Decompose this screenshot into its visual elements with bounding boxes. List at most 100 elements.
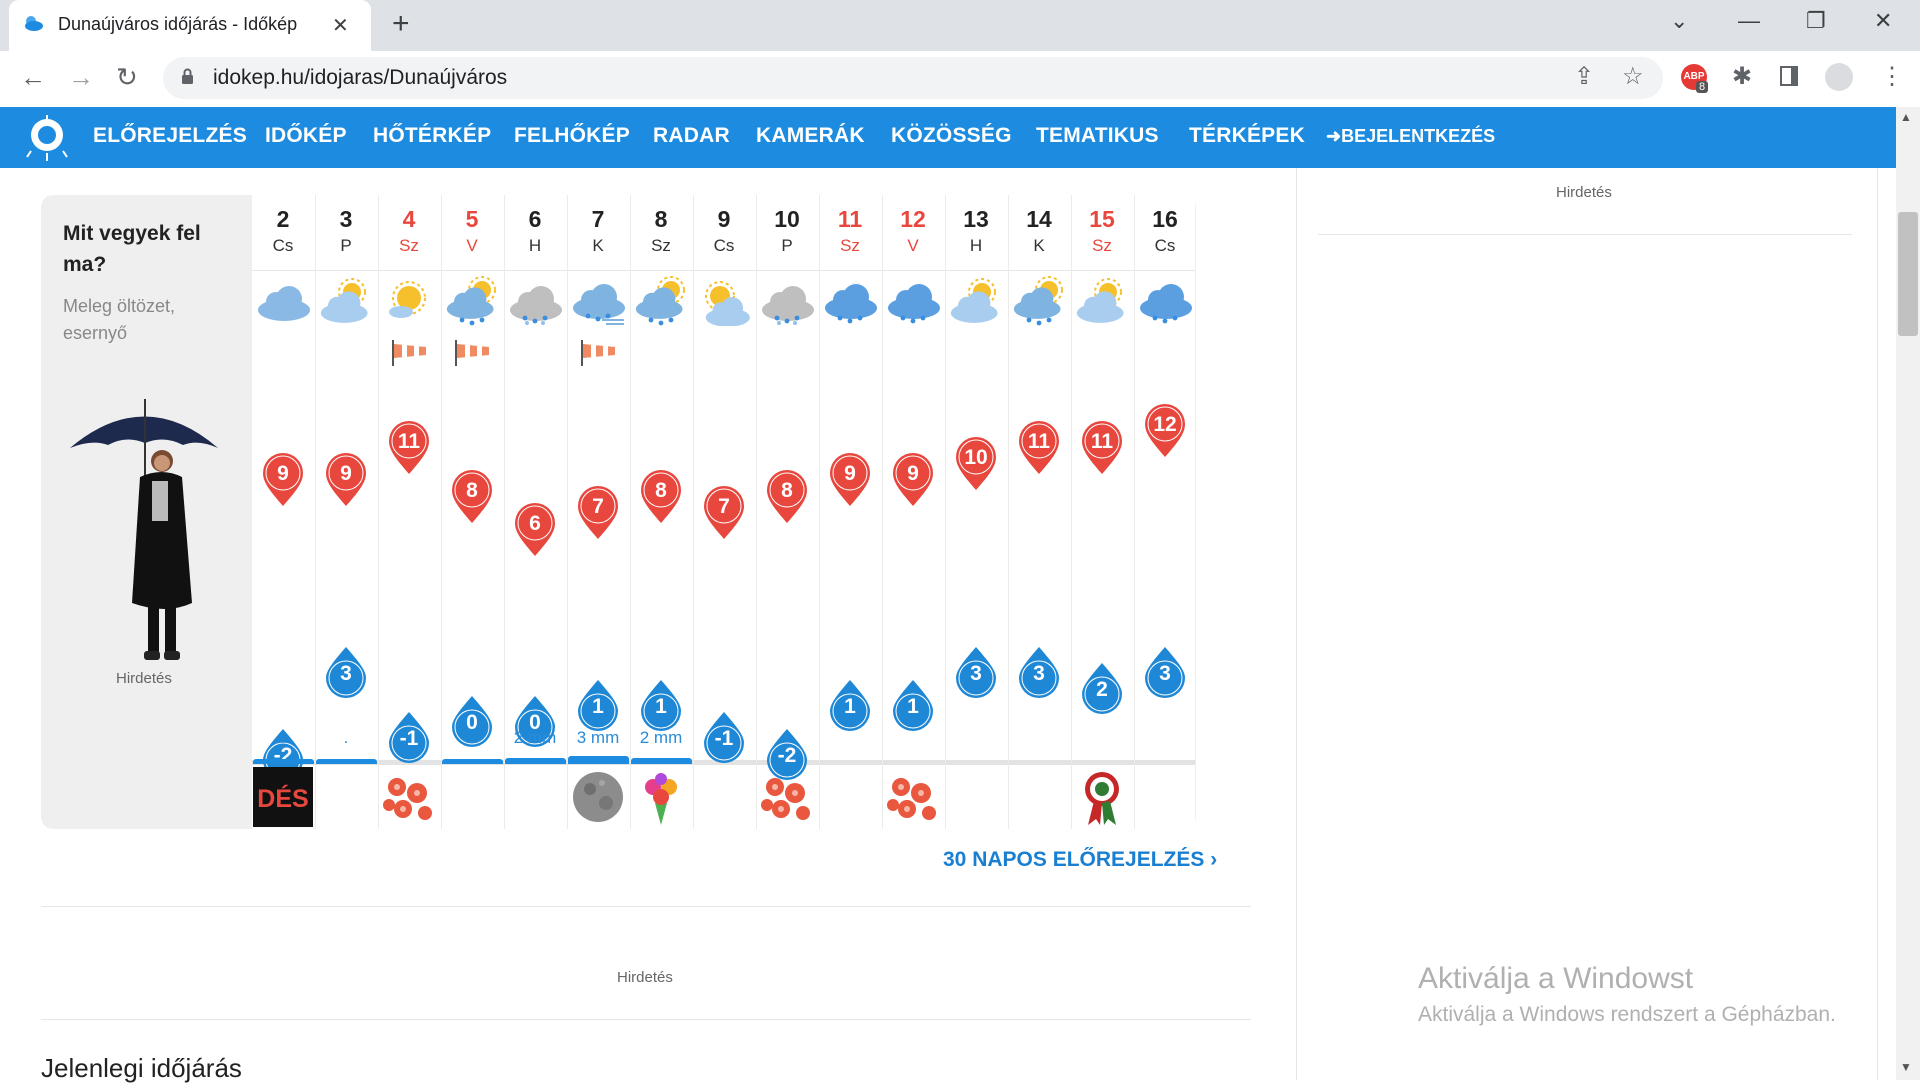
max-temp-pin[interactable]: 9 [828, 452, 872, 508]
min-temp-drop[interactable]: 1 [828, 678, 872, 732]
min-temp-drop[interactable]: 3 [954, 645, 998, 699]
weather-rain-sun-icon[interactable] [444, 276, 500, 326]
min-temp-drop[interactable]: 0 [513, 694, 557, 748]
flowers-event-icon[interactable] [757, 767, 817, 827]
min-temp-drop[interactable]: -2 [765, 727, 809, 781]
moon-event-icon[interactable] [568, 767, 628, 827]
weather-sleet-icon[interactable] [759, 276, 815, 326]
nav-item-forecast[interactable]: ELŐREJELZÉS [93, 124, 247, 147]
reload-button[interactable]: ↻ [116, 62, 138, 92]
max-temp-pin[interactable]: 11 [387, 420, 431, 476]
column-divider [504, 195, 505, 829]
weather-partly-cloudy-icon[interactable] [1074, 276, 1130, 326]
max-temp-pin[interactable]: 8 [450, 469, 494, 525]
weather-rain-icon[interactable] [1137, 276, 1193, 326]
weather-rain-wind-icon[interactable] [570, 276, 626, 326]
max-temp-pin[interactable]: 9 [891, 452, 935, 508]
max-temp-pin[interactable]: 8 [639, 469, 683, 525]
browser-tab[interactable] [9, 0, 371, 51]
day-number: 8 [654, 206, 668, 232]
max-temp-pin[interactable]: 6 [513, 502, 557, 558]
precip-bar [253, 759, 314, 764]
weather-partly-cloudy-icon[interactable] [948, 276, 1004, 326]
min-temp-drop[interactable]: 1 [576, 678, 620, 732]
nav-item-community[interactable]: KÖZÖSSÉG [891, 124, 1012, 147]
day-number: 16 [1152, 206, 1178, 232]
back-button[interactable]: ← [20, 62, 46, 92]
day-name: Cs [713, 236, 735, 255]
nav-item-radar[interactable]: RADAR [653, 124, 730, 147]
weather-sleet-icon[interactable] [507, 276, 563, 326]
flowers-event-icon[interactable] [883, 767, 943, 827]
weather-sunny-icon[interactable] [381, 276, 437, 326]
max-temp-pin[interactable]: 10 [954, 436, 998, 492]
bouquet-event-icon[interactable] [631, 767, 691, 827]
umbrella-person-image[interactable] [68, 393, 223, 668]
min-temp-drop[interactable]: -1 [387, 710, 431, 764]
min-temp-drop[interactable]: 3 [1017, 645, 1061, 699]
tab-search-chevron-icon[interactable]: ⌄ [1670, 8, 1689, 33]
min-temp-value: 1 [655, 694, 667, 718]
max-temp-pin[interactable]: 11 [1017, 420, 1061, 476]
bookmark-star-icon[interactable]: ☆ [1622, 63, 1644, 90]
scroll-down-arrow-icon[interactable]: ▼ [1900, 1060, 1912, 1074]
share-icon[interactable]: ⇪ [1574, 63, 1595, 90]
close-window-button[interactable]: ✕ [1874, 8, 1893, 33]
min-temp-drop[interactable]: 0 [450, 694, 494, 748]
windows-activation-subtitle: Aktiválja a Windows rendszert a Gépházba… [1418, 1003, 1836, 1026]
weather-rain-sun-icon[interactable] [1011, 276, 1067, 326]
weather-rain-sun-icon[interactable] [633, 276, 689, 326]
max-temp-pin[interactable]: 7 [576, 485, 620, 541]
weather-rain-icon[interactable] [822, 276, 878, 326]
min-temp-drop[interactable]: 1 [891, 678, 935, 732]
url-text[interactable]: idokep.hu/idojaras/Dunaújváros [213, 66, 508, 89]
max-temp-pin[interactable]: 9 [324, 452, 368, 508]
nav-item-idokep[interactable]: IDŐKÉP [265, 124, 347, 147]
min-temp-drop[interactable]: 3 [324, 645, 368, 699]
scrollbar-thumb[interactable] [1898, 212, 1918, 336]
address-bar[interactable] [163, 57, 1663, 99]
tab-close-icon[interactable]: ✕ [332, 15, 349, 37]
login-link[interactable]: ➜BEJELENTKEZÉS [1326, 126, 1495, 147]
restore-button[interactable]: ❐ [1806, 8, 1826, 33]
site-favicon-icon [25, 16, 43, 31]
min-temp-drop[interactable]: -1 [702, 710, 746, 764]
windows-activation-title: Aktiválja a Windowst [1418, 962, 1694, 995]
column-divider [378, 195, 379, 829]
max-temp-pin[interactable]: 8 [765, 469, 809, 525]
profile-avatar-icon[interactable] [1825, 63, 1853, 91]
max-temp-pin[interactable]: 9 [261, 452, 305, 508]
minimize-button[interactable]: — [1738, 8, 1760, 33]
forward-button[interactable]: → [68, 62, 94, 92]
weather-partly-cloudy-icon[interactable] [318, 276, 374, 326]
max-temp-value: 10 [964, 446, 988, 469]
thirty-day-forecast-link[interactable]: 30 NAPOS ELŐREJELZÉS › [943, 848, 1217, 872]
weather-rain-icon[interactable] [885, 276, 941, 326]
nav-item-heatmap[interactable]: HŐTÉRKÉP [373, 124, 492, 147]
cockade-event-icon[interactable] [1072, 767, 1132, 827]
column-divider [756, 195, 757, 829]
nav-item-maps[interactable]: TÉRKÉPEK [1189, 124, 1305, 147]
side-panel-icon[interactable] [1780, 66, 1798, 86]
nav-item-cameras[interactable]: KAMERÁK [756, 124, 865, 147]
extensions-icon[interactable]: ✱ [1732, 63, 1753, 90]
idokep-logo-icon[interactable] [23, 113, 71, 163]
login-icon: ➜ [1326, 126, 1342, 146]
column-divider [441, 195, 442, 829]
weather-cloudy-icon[interactable] [255, 276, 311, 326]
des-event-icon[interactable]: DÉS [253, 767, 313, 827]
max-temp-pin[interactable]: 11 [1080, 420, 1124, 476]
column-divider [1071, 195, 1072, 829]
scroll-up-arrow-icon[interactable]: ▲ [1900, 110, 1912, 124]
nav-item-thematic[interactable]: TEMATIKUS [1036, 124, 1159, 147]
new-tab-button[interactable]: + [392, 7, 410, 40]
weather-sun-cloud-icon[interactable] [696, 276, 752, 326]
min-temp-drop[interactable]: 1 [639, 678, 683, 732]
nav-item-cloudmap[interactable]: FELHŐKÉP [514, 124, 630, 147]
min-temp-drop[interactable]: 2 [1080, 661, 1124, 715]
min-temp-drop[interactable]: 3 [1143, 645, 1187, 699]
flowers-event-icon[interactable] [379, 767, 439, 827]
menu-kebab-icon[interactable]: ⋮ [1880, 63, 1904, 90]
max-temp-pin[interactable]: 7 [702, 485, 746, 541]
max-temp-pin[interactable]: 12 [1143, 403, 1187, 459]
